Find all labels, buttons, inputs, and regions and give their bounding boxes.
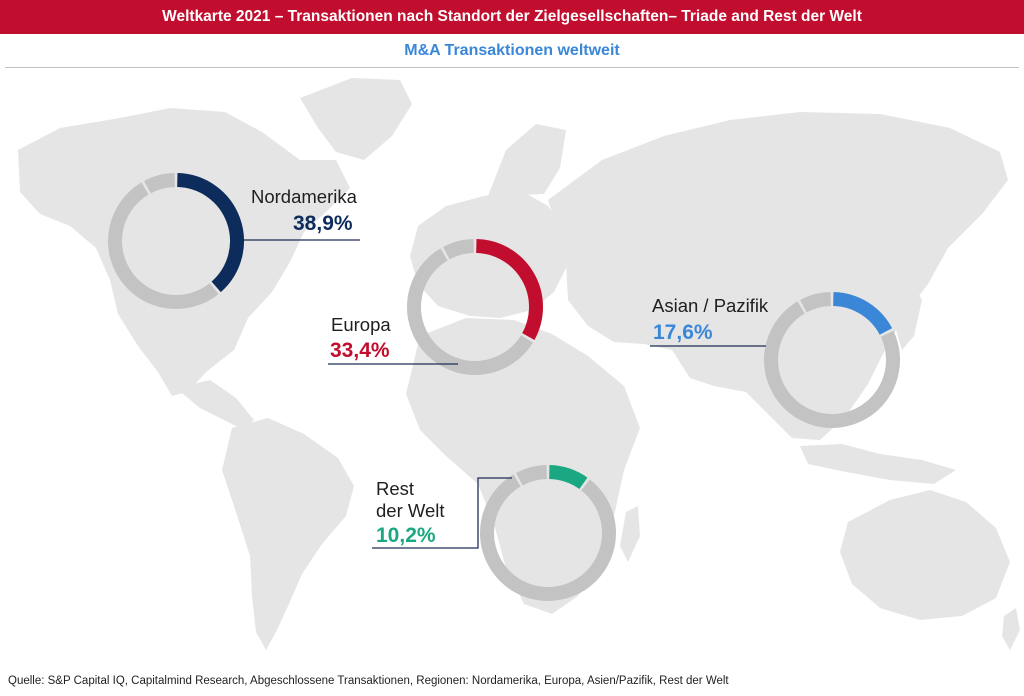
donut-slice-share (548, 465, 588, 490)
continent-scandinavia (488, 124, 566, 196)
donut-slice-rest (516, 465, 548, 486)
donut-slice-rest (443, 239, 475, 260)
region-label-europa: Europa (331, 314, 391, 335)
donut-europa (407, 239, 543, 375)
donut-slice-rest (144, 173, 176, 194)
continent-south-america (222, 418, 354, 650)
donut-slice-share (475, 239, 543, 340)
region-label-asien-pazifik: Asian / Pazifik (652, 295, 769, 316)
page-title: Weltkarte 2021 – Transaktionen nach Stan… (0, 0, 1024, 34)
donut-slice-rest (764, 301, 900, 428)
region-label-rest-der-welt-line-2: der Welt (376, 500, 445, 521)
region-label-rest-der-welt-line-1: Rest (376, 478, 415, 499)
continent-central-america (176, 380, 254, 430)
continent-greenland (300, 78, 412, 160)
value-label-nordamerika: 38,9% (293, 212, 353, 235)
value-label-asien-pazifik: 17,6% (653, 321, 713, 344)
value-label-rest-der-welt: 10,2% (376, 524, 436, 547)
donut-slice-rest (480, 474, 616, 601)
donut-charts (108, 173, 900, 601)
donut-slice-rest (800, 292, 832, 313)
continent-australia (840, 490, 1010, 620)
continent-new-zealand (1002, 608, 1020, 650)
divider (5, 67, 1019, 68)
leader-lines (244, 239, 766, 549)
donut-slice-rest (108, 182, 219, 309)
donut-slice-share (176, 173, 244, 293)
continent-madagascar (620, 506, 640, 562)
donut-rest-der-welt (480, 465, 616, 601)
continent-asia (548, 112, 1008, 440)
region-label-nordamerika: Nordamerika (251, 186, 357, 207)
continent-north-america (18, 108, 350, 396)
continent-africa (406, 318, 640, 614)
donut-nordamerika (108, 173, 244, 309)
leader-line-rest-der-welt (372, 477, 512, 549)
continent-japan (896, 284, 922, 350)
donut-slice-rest (407, 248, 533, 375)
donut-asien-pazifik (764, 292, 900, 428)
continents (18, 78, 1020, 650)
value-label-europa: 33,4% (330, 339, 390, 362)
source-note: Quelle: S&P Capital IQ, Capitalmind Rese… (8, 675, 729, 687)
chart-subtitle: M&A Transaktionen weltweit (404, 42, 620, 59)
continent-indonesia (800, 444, 956, 484)
donut-slice-share (832, 292, 893, 336)
